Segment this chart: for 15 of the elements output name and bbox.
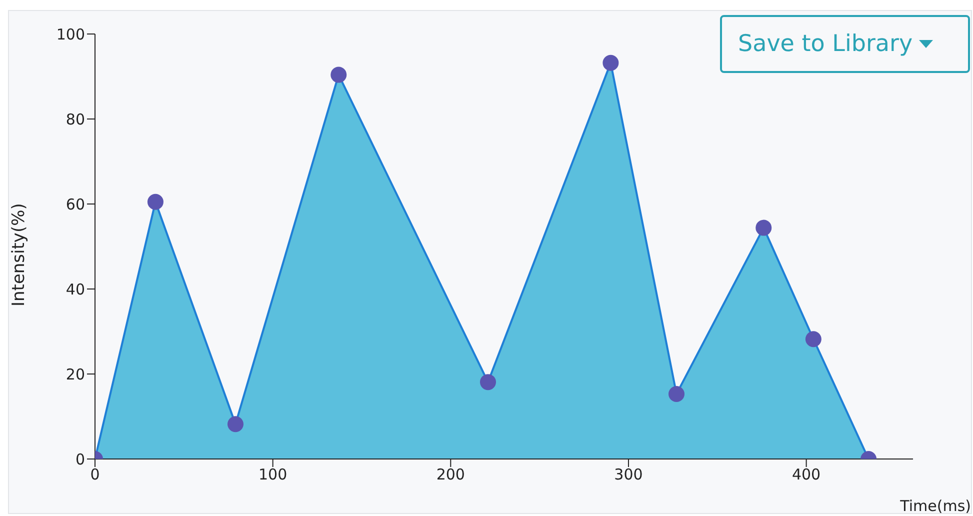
x-tick-label: 300 [614,466,643,484]
y-tick-label: 40 [66,280,85,298]
y-tick-label: 20 [66,365,85,384]
x-axis-title: Time(ms) [899,497,971,515]
y-axis-title: Intensity(%) [9,203,30,306]
y-tick-label: 0 [75,450,85,468]
dropdown-button[interactable]: Save to Library [720,15,970,73]
y-tick-label: 80 [66,110,85,128]
y-tick-label: 60 [66,195,85,214]
x-tick-label: 0 [90,466,100,484]
x-tick-label: 400 [792,466,821,484]
x-tick-label: 200 [436,466,465,484]
x-tick-label: 100 [258,466,288,484]
y-tick-label: 100 [56,25,85,44]
annotation: Save to Library [738,31,913,57]
